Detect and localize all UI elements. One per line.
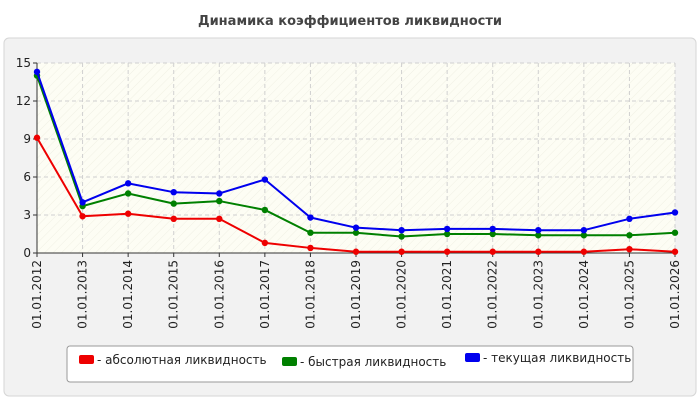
data-point [33, 134, 41, 141]
data-point [580, 227, 588, 234]
x-tick-label: 01.01.2016 [212, 260, 226, 329]
y-tick-label: 15 [16, 56, 31, 70]
data-point [307, 244, 314, 252]
x-tick-label: 01.01.2024 [577, 260, 591, 329]
data-point [307, 229, 314, 236]
x-tick-label: 01.01.2021 [440, 260, 454, 329]
data-point [216, 190, 223, 197]
data-point [352, 229, 360, 236]
data-point [489, 225, 496, 233]
x-tick-label: 01.01.2023 [531, 260, 545, 329]
data-point [307, 214, 314, 221]
chart-title: Динамика коэффициентов ликвидности [198, 14, 502, 29]
data-point [170, 215, 177, 222]
x-tick-label: 01.01.2013 [76, 260, 90, 329]
data-point [626, 232, 633, 239]
data-point [79, 213, 86, 220]
legend-box [66, 345, 634, 383]
data-point [443, 248, 451, 255]
data-point [489, 248, 496, 255]
x-tick-label: 01.01.2026 [668, 260, 682, 329]
data-point [398, 248, 405, 255]
legend-label-0: - абсолютная ликвидность [97, 353, 267, 367]
data-point [352, 224, 360, 231]
x-tick-label: 01.01.2018 [303, 260, 317, 329]
data-point [580, 248, 588, 255]
data-point [261, 176, 269, 183]
y-tick-label: 3 [23, 208, 31, 222]
legend-swatch-0 [79, 355, 94, 364]
data-point [261, 239, 269, 247]
data-point [216, 197, 223, 205]
x-tick-label: 01.01.2025 [622, 260, 636, 329]
data-point [626, 215, 633, 222]
legend-swatch-1 [282, 357, 297, 366]
data-point [671, 248, 679, 255]
data-point [443, 230, 451, 238]
legend-label-1: - быстрая ликвидность [300, 355, 446, 369]
data-point [443, 225, 451, 233]
data-point [170, 189, 177, 196]
data-point [535, 248, 542, 255]
data-point [216, 215, 223, 222]
data-point [671, 229, 679, 236]
x-tick-label: 01.01.2014 [121, 260, 135, 329]
x-tick-label: 01.01.2019 [349, 260, 363, 329]
data-point [535, 227, 542, 234]
data-point [580, 232, 588, 239]
data-point [124, 180, 132, 187]
plot-area: 0 3 6 9 12 15 01.01.2012 01.01.2013 01.01.2014 01… [16, 56, 682, 329]
x-tick-label: 01.01.2022 [486, 260, 500, 329]
x-tick-label: 01.01.2020 [395, 260, 409, 329]
data-point [626, 246, 633, 253]
data-point [124, 210, 132, 217]
data-point [535, 232, 542, 239]
data-point [398, 227, 405, 234]
data-point [33, 68, 41, 76]
x-tick-label: 01.01.2017 [258, 260, 272, 329]
data-point [352, 248, 360, 255]
legend: - абсолютная ликвидность - быстрая ликвид… [66, 345, 634, 383]
y-tick-label: 9 [23, 132, 31, 146]
data-point [79, 199, 86, 206]
legend-label-2: - текущая ликвидность [483, 351, 631, 365]
data-point [170, 200, 177, 207]
y-tick-label: 6 [23, 170, 31, 184]
data-point [398, 233, 405, 240]
data-point [489, 230, 496, 238]
legend-swatch-2 [465, 353, 480, 362]
data-point [124, 190, 132, 197]
x-tick-label: 01.01.2015 [167, 260, 181, 329]
data-point [671, 209, 679, 216]
x-tick-label: 01.01.2012 [30, 260, 44, 329]
data-point [261, 206, 269, 214]
y-tick-label: 12 [16, 94, 31, 108]
y-tick-label: 0 [23, 246, 31, 260]
